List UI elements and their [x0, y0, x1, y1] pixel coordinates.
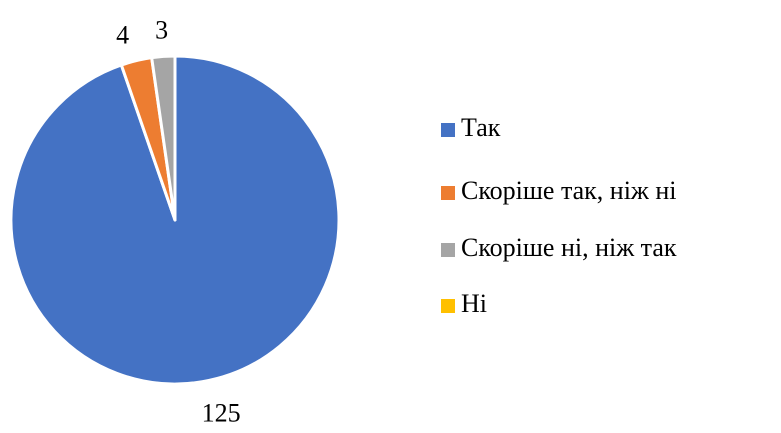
legend-swatch: [441, 123, 455, 137]
data-label: 4: [116, 20, 129, 49]
legend-label: Скоріше так, ніж ні: [461, 176, 677, 205]
legend-label: Ні: [461, 289, 487, 318]
legend-swatch: [441, 243, 455, 257]
legend-label: Скоріше ні, ніж так: [461, 233, 677, 262]
legend-label: Так: [461, 113, 501, 142]
data-label: 3: [155, 15, 168, 44]
data-label: 125: [202, 398, 241, 427]
legend-swatch: [441, 186, 455, 200]
legend-swatch: [441, 299, 455, 313]
pie-slice: [150, 54, 177, 222]
